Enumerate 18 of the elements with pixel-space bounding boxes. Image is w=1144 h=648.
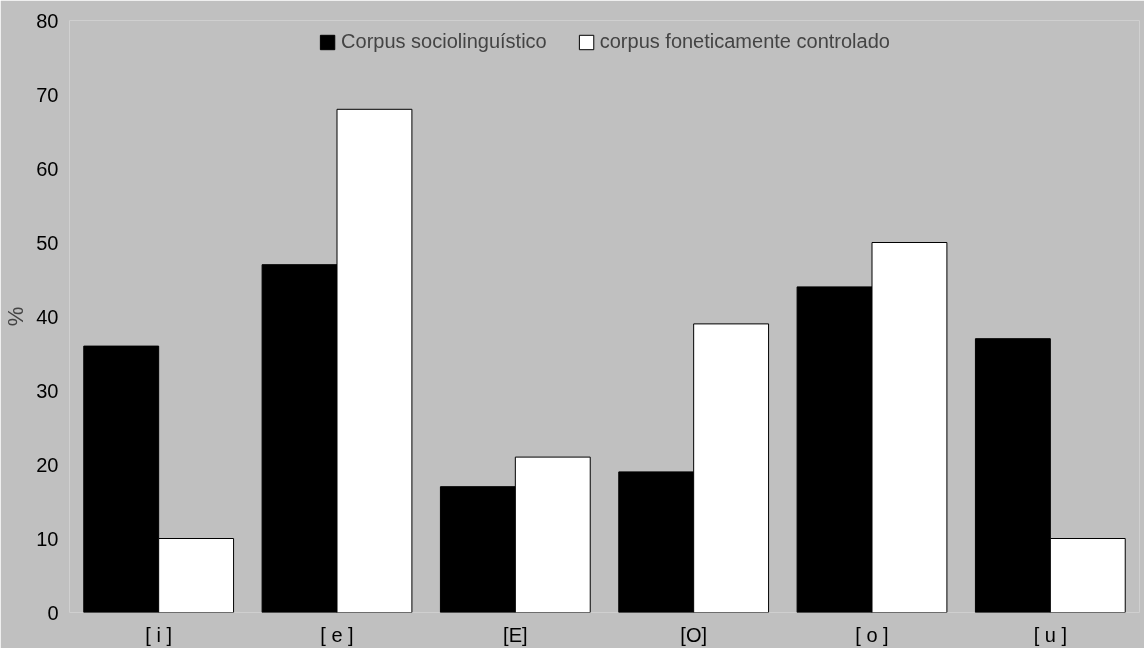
x-tick-label: [ e ] [320, 623, 354, 646]
x-tick-label: [E] [503, 623, 528, 646]
y-tick-label: 80 [36, 9, 59, 32]
y-tick-label: 70 [36, 83, 59, 106]
y-tick-label: 20 [36, 453, 59, 476]
y-tick-label: 0 [47, 601, 59, 624]
x-tick-label: [ i ] [145, 623, 172, 646]
y-axis-title: % [3, 306, 29, 327]
legend-label: corpus foneticamente controlado [599, 30, 890, 53]
y-tick-label: 10 [36, 527, 59, 550]
x-tick-label: [ u ] [1033, 623, 1068, 646]
x-tick-label: [O] [680, 623, 707, 646]
legend-label: Corpus sociolinguístico [341, 30, 547, 53]
y-tick-label: 50 [36, 231, 59, 254]
y-tick-label: 30 [36, 379, 59, 402]
x-tick-label: [ o ] [855, 623, 889, 646]
y-tick-label: 60 [36, 157, 59, 180]
y-tick-label: 40 [36, 305, 59, 328]
